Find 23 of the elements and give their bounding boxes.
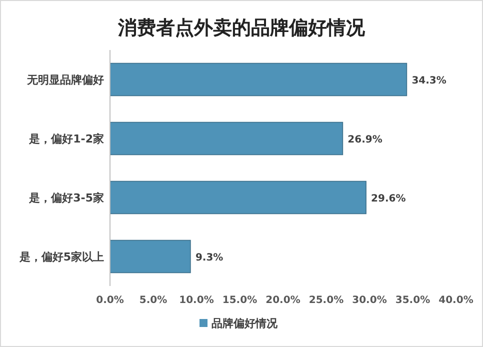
bar — [110, 240, 191, 274]
bar — [110, 122, 344, 156]
data-label: 34.3% — [412, 76, 446, 86]
bar — [110, 180, 366, 214]
data-label: 29.6% — [371, 194, 406, 204]
y-tick-label: 无明显品牌偏好 — [26, 74, 104, 86]
x-tick-label: 5.0% — [139, 295, 168, 306]
x-tick-label: 10.0% — [179, 295, 214, 306]
x-tick-label: 35.0% — [395, 295, 430, 306]
data-label: 9.3% — [195, 252, 224, 264]
x-tick-label: 25.0% — [308, 295, 344, 306]
x-tick-label: 30.0% — [352, 295, 387, 306]
chart-title: 消费者点外卖的品牌偏好情况 — [117, 17, 366, 39]
legend-label: 品牌偏好情况 — [212, 317, 278, 330]
x-tick-label: 40.0% — [438, 295, 474, 306]
x-tick-label: 15.0% — [222, 295, 258, 306]
y-tick-label: 是，偏好1-2家 — [28, 132, 104, 146]
x-tick-label: 20.0% — [266, 295, 300, 306]
y-tick-label: 是，偏好5家以上 — [18, 250, 104, 264]
data-label: 26.9% — [348, 134, 382, 146]
x-tick-label: 0.0% — [96, 295, 124, 306]
y-tick-label: 是，偏好3-5家 — [28, 192, 104, 204]
bar — [110, 62, 408, 96]
